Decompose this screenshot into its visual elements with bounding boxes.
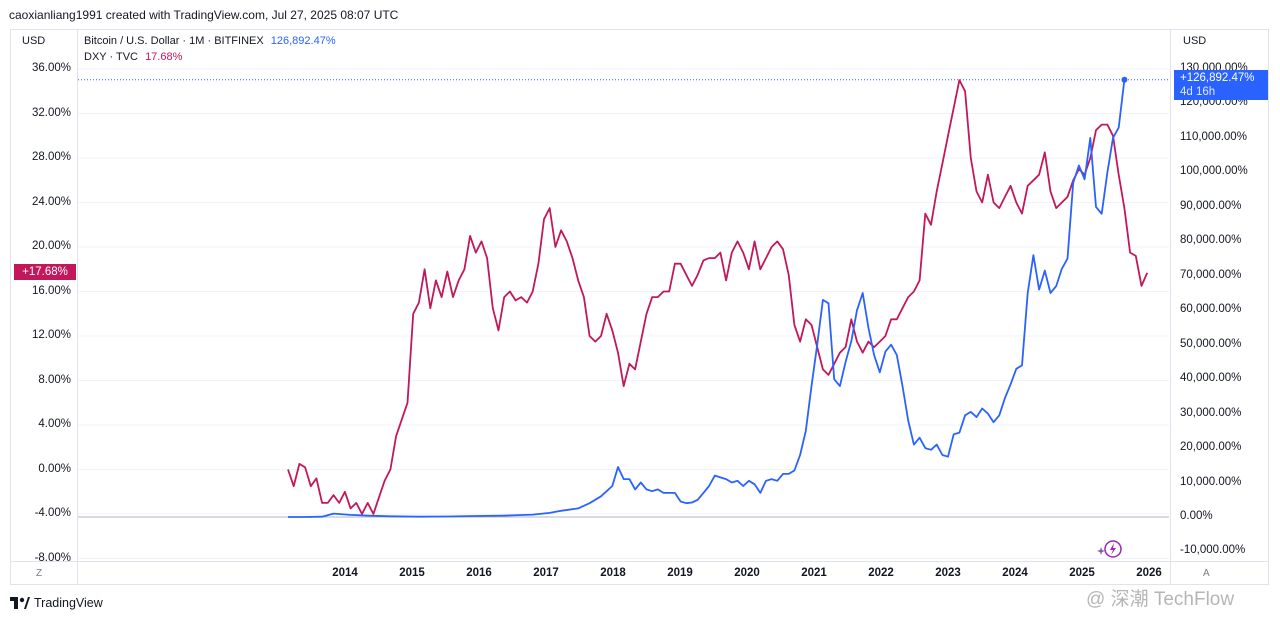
time-axis-tick: 2016 [466,567,492,579]
time-axis-tick: 2023 [935,567,961,579]
time-axis-separator [10,561,1269,562]
right-axis-tick: 0.00% [1180,510,1213,522]
time-axis-tick: 2024 [1002,567,1028,579]
btc-series-line[interactable] [288,79,1126,518]
time-axis-tick: 2021 [801,567,827,579]
left-axis-tick: 36.00% [31,62,71,74]
btc-badge-value: +126,892.47% [1180,72,1255,84]
legend-dxy-label: DXY · TVC [84,51,138,63]
left-axis-tick: 20.00% [31,240,71,252]
left-axis-tick: -8.00% [34,551,71,564]
right-axis-tick: 40,000.00% [1180,372,1242,385]
left-axis-tick: 4.00% [38,418,71,430]
left-axis-tick: 24.00% [31,195,71,208]
btc-badge-countdown: 4d 16h [1180,86,1216,98]
tradingview-brand-text: TradingView [34,596,103,610]
left-axis-tick: 16.00% [31,284,71,297]
right-axis-tick: 100,000.00% [1180,165,1248,178]
right-axis-tick: -10,000.00% [1180,544,1246,557]
left-axis-tick: 12.00% [31,329,71,341]
left-axis-tick: 0.00% [38,462,71,475]
tradingview-brand[interactable]: TradingView [10,596,103,610]
btc-last-value-badge: +126,892.47% 4d 16h [1174,70,1268,100]
right-axis-tick: 70,000.00% [1180,268,1242,281]
left-axis-tick: -4.00% [34,507,71,519]
left-axis-title: USD [22,35,46,47]
tradingview-logo-icon [10,597,30,609]
right-axis-tick: 110,000.00% [1180,130,1247,143]
right-axis-tick: 50,000.00% [1180,337,1242,350]
time-axis-tick: 2014 [332,567,358,579]
chart-header: caoxianliang1991 created with TradingVie… [9,8,399,22]
zoom-reset-button[interactable]: Z [36,568,43,579]
time-axis-tick: 2015 [399,567,425,579]
dxy-series-line[interactable] [287,79,1149,515]
legend-btc-value: 126,892.47% [270,35,336,47]
right-axis-tick: 30,000.00% [1180,406,1242,419]
right-axis-title: USD [1183,35,1207,47]
watermark-text: @ 深潮 TechFlow [1086,589,1235,610]
time-axis-tick: 2025 [1069,567,1095,579]
left-axis-tick: 32.00% [31,106,71,119]
legend-item-btc[interactable]: Bitcoin / U.S. Dollar · 1M · BITFINEX 12… [84,35,336,47]
right-axis-tick: 20,000.00% [1180,441,1242,454]
left-axis-tick: 8.00% [38,373,71,386]
right-axis-tick: 90,000.00% [1180,199,1242,212]
time-axis-tick: 2017 [533,567,559,579]
left-axis-separator [77,29,78,585]
right-axis-tick: 10,000.00% [1180,475,1242,488]
time-axis-tick: 2022 [868,567,894,579]
lightning-icon[interactable] [1097,539,1125,559]
legend-dxy-value: 17.68% [145,51,183,63]
time-axis-tick: 2018 [600,567,626,579]
chart-frame [10,29,1269,585]
legend-item-dxy[interactable]: DXY · TVC 17.68% [84,51,182,63]
right-axis-separator [1170,29,1171,585]
time-axis-tick: 2020 [734,567,760,579]
right-axis-tick: 60,000.00% [1180,303,1242,316]
legend-btc-label: Bitcoin / U.S. Dollar · 1M · BITFINEX [84,35,264,47]
btc-last-point [1121,76,1128,83]
time-axis-tick: 2019 [667,567,693,579]
time-axis-tick: 2026 [1136,567,1162,579]
dxy-last-value-badge: +17.68% [14,264,76,280]
right-axis-tick: 80,000.00% [1180,234,1242,247]
left-axis-tick: 28.00% [31,151,71,163]
auto-scale-button[interactable]: A [1203,568,1210,579]
